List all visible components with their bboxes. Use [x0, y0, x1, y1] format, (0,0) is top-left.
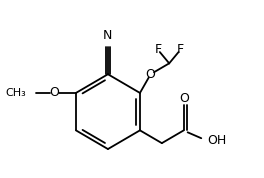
Text: CH₃: CH₃	[6, 88, 26, 98]
Text: N: N	[103, 29, 113, 42]
Text: O: O	[179, 92, 189, 105]
Text: O: O	[146, 68, 155, 81]
Text: OH: OH	[207, 134, 226, 147]
Text: F: F	[154, 43, 162, 56]
Text: O: O	[50, 87, 59, 100]
Text: F: F	[177, 43, 184, 56]
